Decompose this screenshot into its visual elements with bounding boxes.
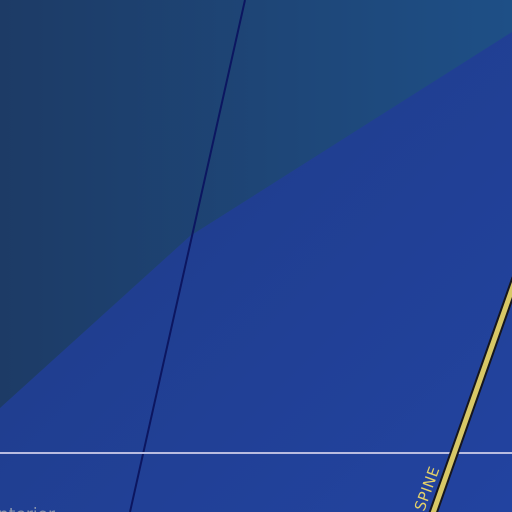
area-label: nterior — [0, 505, 55, 512]
minor-road[interactable] — [129, 0, 246, 512]
water-body — [0, 0, 512, 408]
major-road-spine[interactable] — [430, 278, 512, 512]
